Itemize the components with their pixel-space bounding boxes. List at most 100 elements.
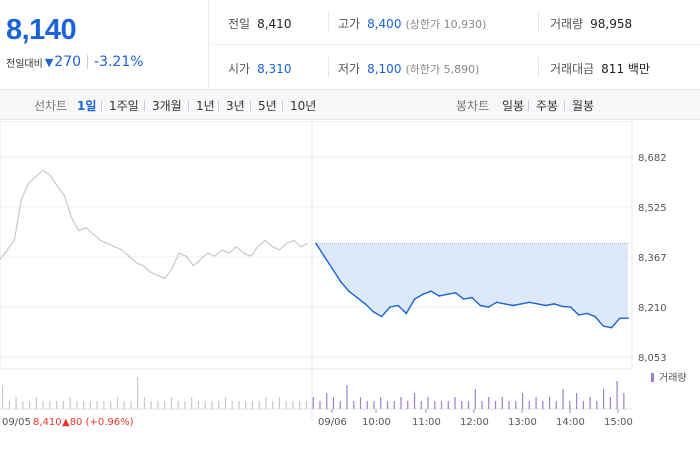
tab-divider — [188, 100, 189, 111]
stat-prev-close: 전일 8,410 — [228, 15, 291, 32]
today-point — [438, 295, 440, 297]
stats-row-2: 시가 8,310 저가 8,100 (하한가 5,890) 거래대금 811 백만 — [210, 45, 700, 90]
volume-bar — [265, 397, 267, 409]
today-area-fill — [316, 243, 628, 328]
volume-bar — [319, 401, 321, 409]
volume-bar — [76, 401, 78, 409]
today-point — [315, 242, 317, 245]
volume-bar — [407, 401, 409, 409]
volume-bar — [238, 401, 240, 409]
volume-bar — [258, 401, 260, 409]
x-axis: 09/06 10:00 11:00 12:00 13:00 14:00 15:00 — [318, 409, 633, 428]
volume-bar — [393, 401, 395, 409]
today-point — [627, 317, 629, 320]
x-tick-label: 11:00 — [412, 417, 441, 428]
volume-bar — [339, 401, 341, 409]
divider — [328, 12, 329, 32]
today-point — [561, 305, 564, 308]
volume-bar — [440, 401, 443, 409]
volume-bar — [353, 401, 355, 409]
y-tick-label: 8,367 — [638, 253, 667, 264]
volume-bar — [8, 401, 10, 409]
tab-1year[interactable]: 1년 — [196, 99, 215, 113]
quote-panel: 8,140 전일대비 ▼ 270 -3.21% 전일 8,410 고가 8,400(… — [0, 0, 700, 90]
divider — [538, 57, 539, 77]
today-point — [495, 301, 498, 304]
stat-lower-limit: (하한가 5,890) — [405, 63, 480, 76]
tab-monthly-candle[interactable]: 월봉 — [572, 99, 595, 113]
volume-bar — [555, 401, 557, 409]
divider — [328, 57, 329, 77]
tab-1week[interactable]: 1주일 — [109, 99, 139, 113]
volume-bar — [116, 397, 118, 409]
volume-bar — [400, 397, 402, 409]
tab-3year[interactable]: 3년 — [226, 99, 245, 113]
tab-weekly-candle[interactable]: 주봉 — [536, 99, 559, 113]
tab-3month[interactable]: 3개월 — [152, 99, 182, 113]
volume-bar — [292, 401, 294, 409]
stat-open: 시가 8,310 — [228, 60, 291, 77]
volume-bar — [515, 401, 517, 409]
today-point — [413, 298, 416, 300]
stat-unit: 백만 — [627, 62, 650, 76]
tab-divider — [282, 100, 283, 111]
volume-bar — [96, 401, 98, 409]
today-point — [504, 303, 506, 305]
volume-bar — [488, 397, 490, 409]
volume-bar — [184, 401, 186, 409]
tab-10year[interactable]: 10년 — [290, 99, 317, 113]
stat-volume: 거래량 98,958 — [550, 15, 632, 32]
today-point — [528, 301, 531, 304]
volume-bar — [366, 401, 368, 409]
x-tick-label: 13:00 — [508, 417, 537, 428]
grid — [0, 121, 633, 421]
today-point — [610, 326, 613, 329]
today-point — [454, 291, 457, 294]
volume-bar — [454, 397, 456, 409]
volume-bar — [278, 397, 281, 409]
volume-bar — [623, 393, 625, 409]
volume-bar — [22, 401, 24, 409]
tab-daily-candle[interactable]: 일봉 — [502, 99, 525, 113]
today-point — [577, 314, 580, 316]
today-point — [594, 315, 596, 318]
today-series — [315, 242, 629, 329]
volume-bar — [150, 401, 152, 409]
volume-bar — [413, 393, 416, 409]
volume-bar — [326, 393, 328, 409]
today-point — [536, 303, 539, 305]
volume-bar — [447, 401, 449, 409]
tab-1day[interactable]: 1일 — [77, 99, 97, 113]
stat-value: 8,410 — [257, 17, 292, 31]
stat-high: 고가 8,400 (상한가 10,930) — [338, 15, 486, 32]
today-point — [430, 290, 432, 292]
today-point — [364, 303, 367, 305]
volume-bar — [177, 401, 179, 409]
volume-bar — [42, 401, 44, 409]
volume-bar — [35, 397, 37, 409]
today-point — [323, 255, 326, 258]
stat-value: 8,310 — [257, 62, 292, 76]
volume-bar — [380, 397, 382, 409]
today-point — [380, 315, 383, 318]
tab-divider — [218, 100, 219, 111]
stat-label: 고가 — [338, 17, 361, 31]
volume-bar — [602, 389, 605, 409]
tab-5year[interactable]: 5년 — [258, 99, 277, 113]
change-row: 전일대비 ▼ 270 -3.21% — [6, 54, 144, 70]
x-tick-label: 12:00 — [460, 417, 489, 428]
volume-bar — [427, 397, 429, 409]
volume-bar — [56, 401, 58, 409]
volume-bar — [62, 401, 64, 409]
volume-bar — [224, 397, 227, 409]
y-tick-label: 8,210 — [638, 303, 667, 314]
today-point — [356, 296, 358, 299]
down-triangle-icon: ▼ — [44, 55, 54, 69]
volume-bar — [346, 385, 348, 409]
volume-bar — [373, 401, 375, 409]
change-value: 270 — [54, 54, 82, 70]
line-chart-title: 선차트 — [34, 99, 68, 113]
change-percent: -3.21% — [94, 54, 144, 70]
today-point — [462, 298, 465, 300]
volume-bar — [123, 401, 125, 409]
